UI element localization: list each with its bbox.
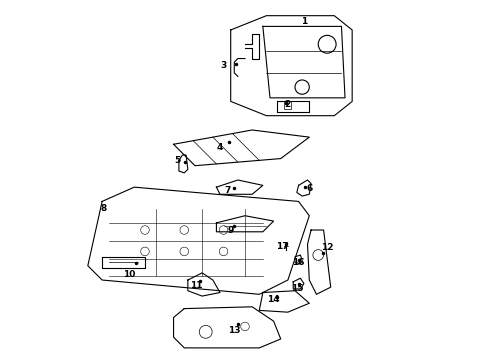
Text: 14: 14 — [267, 295, 280, 304]
Text: 2: 2 — [285, 100, 291, 109]
Text: 5: 5 — [174, 156, 180, 165]
Text: 16: 16 — [293, 258, 305, 267]
Text: 8: 8 — [101, 204, 107, 213]
Text: 6: 6 — [306, 184, 313, 193]
Text: 4: 4 — [217, 143, 223, 152]
Text: 13: 13 — [228, 325, 241, 334]
Text: 17: 17 — [276, 242, 289, 251]
Text: 9: 9 — [227, 225, 234, 234]
Text: 10: 10 — [122, 270, 135, 279]
Text: 15: 15 — [291, 284, 303, 293]
Text: 7: 7 — [224, 186, 230, 195]
Text: 11: 11 — [191, 281, 203, 290]
Text: 1: 1 — [301, 17, 307, 26]
Text: 3: 3 — [220, 61, 227, 70]
Text: 12: 12 — [321, 243, 333, 252]
